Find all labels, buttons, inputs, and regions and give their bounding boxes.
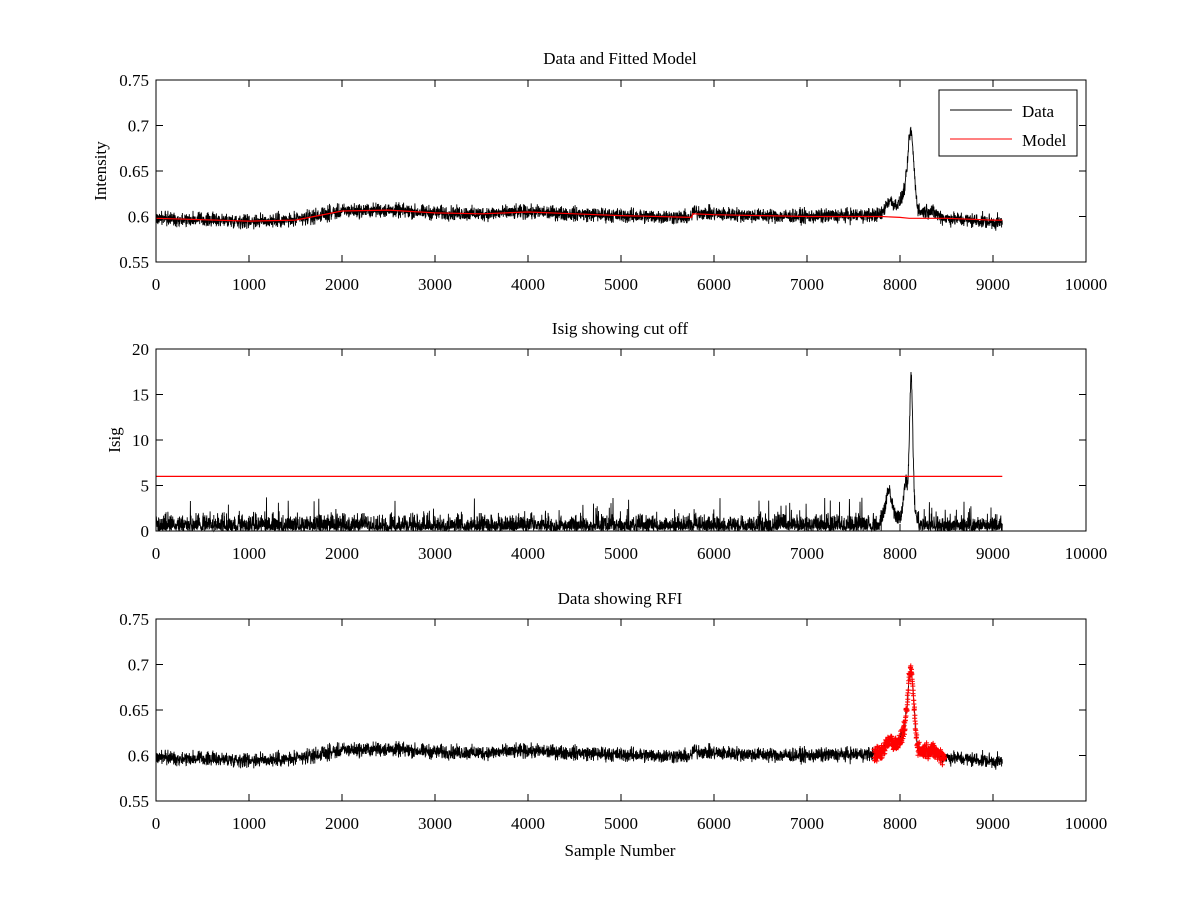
y-tick-label: 0.6	[128, 747, 149, 766]
x-tick-label: 5000	[604, 814, 638, 833]
isig-series-line	[155, 371, 1003, 533]
data-series-line	[155, 126, 1003, 231]
x-tick-label: 8000	[883, 814, 917, 833]
x-tick-label: 2000	[325, 275, 359, 294]
panel-data-showing-rfi: Data showing RFI Sample Number 0 1000 2000…	[119, 589, 1107, 860]
panel-2-axes-box	[155, 348, 1087, 532]
y-tick-label: 0.7	[128, 117, 150, 136]
x-tick-label: 3000	[418, 275, 452, 294]
x-tick-label: 0	[152, 544, 161, 563]
x-tick-label: 0	[152, 275, 161, 294]
x-tick-label: 5000	[604, 275, 638, 294]
panel-2-title: Isig showing cut off	[552, 319, 688, 338]
panel-2-plot-area	[155, 371, 1003, 533]
legend-data-label: Data	[1022, 102, 1055, 121]
x-tick-label: 7000	[790, 275, 824, 294]
x-tick-label: 9000	[976, 814, 1010, 833]
panel-2-ylabel: Isig	[105, 427, 124, 453]
legend: Data Model	[938, 89, 1078, 157]
x-tick-label: 2000	[325, 544, 359, 563]
x-tick-label: 1000	[232, 814, 266, 833]
y-tick-label: 20	[132, 340, 149, 359]
x-tick-label: 9000	[976, 275, 1010, 294]
x-tick-label: 9000	[976, 544, 1010, 563]
y-tick-label: 0.7	[128, 656, 150, 675]
x-tick-label: 5000	[604, 544, 638, 563]
x-tick-label: 7000	[790, 814, 824, 833]
x-tick-label: 6000	[697, 544, 731, 563]
x-tick-label: 3000	[418, 814, 452, 833]
y-tick-label: 0.6	[128, 208, 149, 227]
y-tick-label: 0.75	[119, 610, 149, 629]
panel-3-axes-box	[155, 618, 1087, 802]
x-tick-label: 2000	[325, 814, 359, 833]
panel-1-title: Data and Fitted Model	[543, 49, 697, 68]
y-tick-label: 0.65	[119, 162, 149, 181]
y-tick-label: 0.75	[119, 71, 149, 90]
x-tick-label: 6000	[697, 275, 731, 294]
panel-3-title: Data showing RFI	[558, 589, 683, 608]
rfi-marker-series	[871, 663, 948, 768]
y-tick-label: 0.55	[119, 253, 149, 272]
x-tick-label: 10000	[1065, 814, 1108, 833]
model-series-line	[155, 209, 1003, 222]
panel-1-plot-area	[155, 126, 1003, 231]
y-tick-label: 5	[141, 477, 150, 496]
x-tick-label: 4000	[511, 275, 545, 294]
y-tick-label: 0	[141, 522, 150, 541]
data-series-line	[155, 665, 1003, 770]
x-tick-label: 3000	[418, 544, 452, 563]
x-tick-label: 1000	[232, 275, 266, 294]
y-tick-label: 10	[132, 431, 149, 450]
x-tick-label: 4000	[511, 814, 545, 833]
y-tick-label: 15	[132, 386, 149, 405]
y-tick-label: 0.55	[119, 792, 149, 811]
x-tick-label: 1000	[232, 544, 266, 563]
legend-box	[938, 89, 1078, 157]
x-tick-label: 10000	[1065, 544, 1108, 563]
x-tick-label: 4000	[511, 544, 545, 563]
panel-1-ylabel: Intensity	[91, 141, 110, 201]
panel-data-and-fitted-model: Data and Fitted Model Intensity Data Mod…	[91, 49, 1107, 294]
x-tick-label: 0	[152, 814, 161, 833]
legend-model-label: Model	[1022, 131, 1067, 150]
x-tick-label: 7000	[790, 544, 824, 563]
panel-3-plot-area	[155, 663, 1003, 770]
x-tick-label: 8000	[883, 544, 917, 563]
panel-isig-showing-cut-off: Isig showing cut off Isig 0 1000 2000 3000 4…	[105, 319, 1107, 563]
x-tick-label: 6000	[697, 814, 731, 833]
x-tick-label: 10000	[1065, 275, 1108, 294]
x-tick-label: 8000	[883, 275, 917, 294]
y-tick-label: 0.65	[119, 701, 149, 720]
panel-3-xlabel: Sample Number	[565, 841, 676, 860]
